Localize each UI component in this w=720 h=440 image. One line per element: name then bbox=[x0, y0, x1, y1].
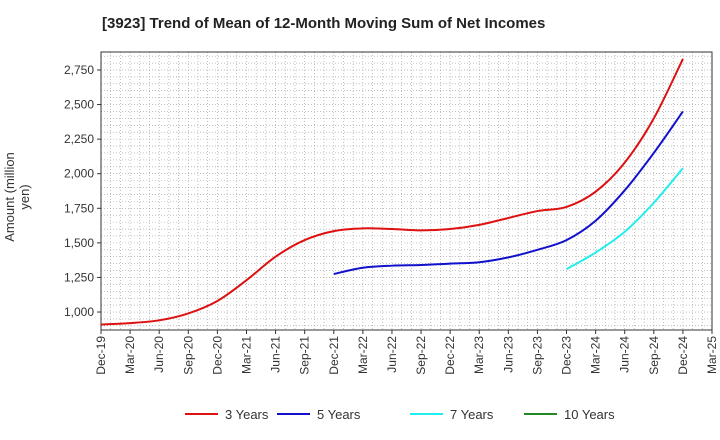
x-tick-label: Mar-21 bbox=[239, 336, 253, 374]
x-tick-label: Dec-21 bbox=[327, 336, 341, 375]
x-tick-label: Dec-19 bbox=[94, 336, 108, 375]
y-tick-label: 1,250 bbox=[64, 270, 94, 284]
series-line-5-years bbox=[333, 110, 684, 275]
legend-label-10-years: 10 Years bbox=[564, 407, 615, 422]
x-tick-label: Jun-22 bbox=[385, 336, 399, 373]
y-tick-label: 1,750 bbox=[64, 201, 94, 215]
y-tick-label: 2,250 bbox=[64, 132, 94, 146]
x-tick-label: Mar-23 bbox=[472, 336, 486, 374]
x-tick-label: Sep-22 bbox=[414, 336, 428, 375]
x-tick-label: Dec-22 bbox=[443, 336, 457, 375]
y-tick-label: 1,500 bbox=[64, 236, 94, 250]
legend-label-3-years: 3 Years bbox=[225, 407, 269, 422]
x-tick-label: Mar-22 bbox=[356, 336, 370, 374]
legend-label-5-years: 5 Years bbox=[317, 407, 361, 422]
series-line-7-years bbox=[566, 167, 684, 271]
x-tick-label: Mar-24 bbox=[589, 336, 603, 374]
x-tick-label: Dec-24 bbox=[676, 336, 690, 375]
series-line-3-years bbox=[100, 58, 684, 326]
x-tick-label: Jun-24 bbox=[618, 336, 632, 373]
x-tick-label: Jun-21 bbox=[269, 336, 283, 373]
x-tick-label: Sep-23 bbox=[530, 336, 544, 375]
y-tick-label: 2,000 bbox=[64, 167, 94, 181]
plot-border bbox=[100, 51, 713, 331]
x-tick-label: Jun-20 bbox=[152, 336, 166, 373]
x-tick-label: Sep-24 bbox=[647, 336, 661, 375]
x-tick-label: Mar-25 bbox=[705, 336, 719, 374]
x-tick-label: Dec-20 bbox=[210, 336, 224, 375]
chart-title: [3923] Trend of Mean of 12-Month Moving … bbox=[102, 15, 546, 32]
y-tick-label: 2,750 bbox=[64, 63, 94, 77]
x-tick-label: Dec-23 bbox=[560, 336, 574, 375]
x-tick-label: Mar-20 bbox=[123, 336, 137, 374]
x-tick-label: Sep-20 bbox=[181, 336, 195, 375]
legend-label-7-years: 7 Years bbox=[450, 407, 494, 422]
y-tick-label: 2,500 bbox=[64, 98, 94, 112]
x-tick-label: Jun-23 bbox=[501, 336, 515, 373]
y-tick-label: 1,000 bbox=[64, 305, 94, 319]
x-tick-label: Sep-21 bbox=[298, 336, 312, 375]
